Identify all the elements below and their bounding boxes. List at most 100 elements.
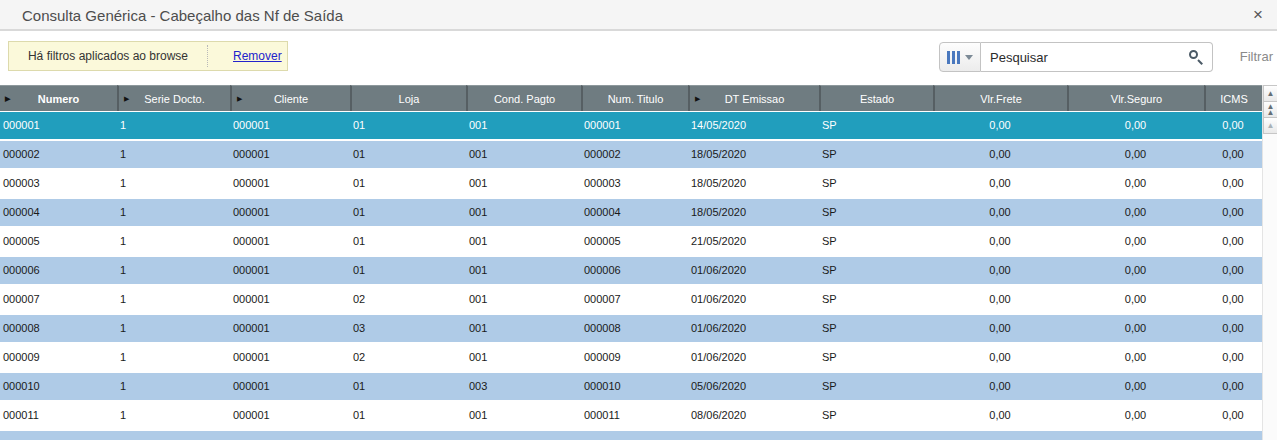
table-cell: 000001	[230, 286, 350, 313]
table-cell: 0,00	[933, 112, 1067, 139]
search-box	[981, 42, 1213, 72]
table-cell: 000001	[581, 112, 688, 139]
table-cell	[117, 431, 230, 440]
table-cell: 000002	[0, 141, 117, 168]
columns-button[interactable]	[939, 42, 981, 72]
search-input[interactable]	[981, 42, 1213, 72]
column-header-loja[interactable]: Loja	[350, 85, 466, 111]
column-header-dt-emissao[interactable]: ▶DT Emissao	[688, 85, 819, 111]
table-cell: SP	[819, 402, 933, 429]
table-cell: 000001	[230, 373, 350, 400]
table-row[interactable]: 00000810000010300100000801/06/2020SP0,00…	[0, 315, 1262, 342]
table-row[interactable]: 00001110000010100100001108/06/2020SP0,00…	[0, 402, 1262, 429]
column-header-icms[interactable]: ICMS	[1204, 85, 1262, 111]
page-title: Consulta Genérica - Cabeçalho das Nf de …	[22, 7, 343, 24]
table-cell: 001	[466, 257, 581, 284]
column-header-cond-pagto[interactable]: Cond. Pagto	[466, 85, 581, 111]
column-header-numero[interactable]: ▶Numero	[0, 85, 117, 111]
table-cell: 000001	[230, 402, 350, 429]
table-cell: SP	[819, 199, 933, 226]
remove-filter-link[interactable]: Remover	[233, 49, 282, 63]
close-button[interactable]: ×	[1247, 4, 1269, 26]
table-cell: 000005	[0, 228, 117, 255]
column-header-vlr-frete[interactable]: Vlr.Frete	[933, 85, 1067, 111]
arrow-up-icon: ▲	[1267, 91, 1275, 97]
scroll-page-up-button[interactable]: ▲ ▲	[1263, 101, 1277, 118]
column-header-label: Num. Titulo	[608, 93, 664, 105]
table-cell: 01	[350, 257, 466, 284]
filter-message: Há filtros aplicados ao browse	[9, 49, 207, 63]
table-cell: 01/06/2020	[688, 286, 819, 313]
table-cell: SP	[819, 344, 933, 371]
table-cell: 000008	[0, 315, 117, 342]
column-header-vlr-seguro[interactable]: Vlr.Seguro	[1067, 85, 1204, 111]
column-header-cliente[interactable]: ▶Cliente	[230, 85, 350, 111]
table-cell: 000004	[0, 199, 117, 226]
table-cell: 0,00	[1067, 199, 1204, 226]
table-cell: 08/06/2020	[688, 402, 819, 429]
sort-indicator-icon: ▶	[695, 95, 700, 103]
table-row[interactable]: 00000310000010100100000318/05/2020SP0,00…	[0, 170, 1262, 197]
table-cell: 000003	[0, 170, 117, 197]
table-cell: 01	[350, 373, 466, 400]
toolbar: Há filtros aplicados ao browse Remover F…	[0, 33, 1277, 84]
column-header-label: Vlr.Frete	[980, 93, 1022, 105]
table-cell: 001	[466, 228, 581, 255]
table-cell: 000003	[581, 170, 688, 197]
filtrar-button[interactable]: Filtrar	[1240, 49, 1273, 64]
table-cell: 1	[117, 199, 230, 226]
column-header-label: Estado	[860, 93, 894, 105]
column-header-serie-docto[interactable]: ▶Serie Docto.	[117, 85, 230, 111]
scroll-up-inactive-button[interactable]: ▲	[1263, 117, 1277, 134]
search-icon[interactable]	[1188, 49, 1204, 65]
table-cell: 14/05/2020	[688, 112, 819, 139]
sort-indicator-icon: ▶	[237, 95, 242, 103]
table-cell: 001	[466, 402, 581, 429]
table-row[interactable]: 00000410000010100100000418/05/2020SP0,00…	[0, 199, 1262, 226]
table-cell: 0,00	[1067, 170, 1204, 197]
table-cell: 01	[350, 402, 466, 429]
table-row[interactable]: 00001010000010100300001005/06/2020SP0,00…	[0, 373, 1262, 400]
chevron-down-icon	[965, 55, 973, 60]
table-cell: 1	[117, 257, 230, 284]
scrollbar[interactable]: ▲ ▲ ▲ ▲	[1262, 85, 1277, 440]
table-cell: 000001	[230, 112, 350, 139]
table-cell: 0,00	[933, 228, 1067, 255]
table-row[interactable]: 00000910000010200100000901/06/2020SP0,00…	[0, 344, 1262, 371]
table-cell: 0,00	[933, 315, 1067, 342]
table-cell: 1	[117, 170, 230, 197]
table-cell: 01	[350, 228, 466, 255]
table-cell: 0,00	[933, 257, 1067, 284]
column-header-estado[interactable]: Estado	[819, 85, 933, 111]
table-cell: 01/06/2020	[688, 257, 819, 284]
table-cell: 000001	[230, 228, 350, 255]
column-header-num-titulo[interactable]: Num. Titulo	[581, 85, 688, 111]
table-cell: 000007	[581, 286, 688, 313]
table-cell: 0,00	[1067, 112, 1204, 139]
table-row[interactable]: 00000710000010200100000701/06/2020SP0,00…	[0, 286, 1262, 313]
table-cell: 02	[350, 344, 466, 371]
table-cell: 18/05/2020	[688, 170, 819, 197]
table-row[interactable]: 00000110000010100100000114/05/2020SP0,00…	[0, 112, 1262, 139]
table-cell: SP	[819, 257, 933, 284]
column-header-label: Loja	[399, 93, 420, 105]
table-cell: 000001	[0, 112, 117, 139]
table-row[interactable]: 00000210000010100100000218/05/2020SP0,00…	[0, 141, 1262, 168]
table-row[interactable]: 00000610000010100100000601/06/2020SP0,00…	[0, 257, 1262, 284]
table-row[interactable]	[0, 431, 1262, 440]
filter-banner: Há filtros aplicados ao browse Remover	[8, 41, 288, 71]
table-cell: 1	[117, 228, 230, 255]
table-row[interactable]: 00000510000010100100000521/05/2020SP0,00…	[0, 228, 1262, 255]
table-cell	[819, 431, 933, 440]
table-cell: 0,00	[933, 141, 1067, 168]
table-cell	[1204, 431, 1262, 440]
scroll-up-button[interactable]: ▲	[1263, 85, 1277, 102]
grid-header: ▶Numero▶Serie Docto.▶Cliente Loja Cond. Pa…	[0, 85, 1262, 111]
table-cell: 001	[466, 286, 581, 313]
table-cell: 0,00	[1204, 315, 1262, 342]
table-cell: 03	[350, 315, 466, 342]
title-bar: Consulta Genérica - Cabeçalho das Nf de …	[0, 0, 1277, 31]
table-cell: 0,00	[933, 199, 1067, 226]
table-cell: 02	[350, 286, 466, 313]
table-cell: 0,00	[1204, 286, 1262, 313]
